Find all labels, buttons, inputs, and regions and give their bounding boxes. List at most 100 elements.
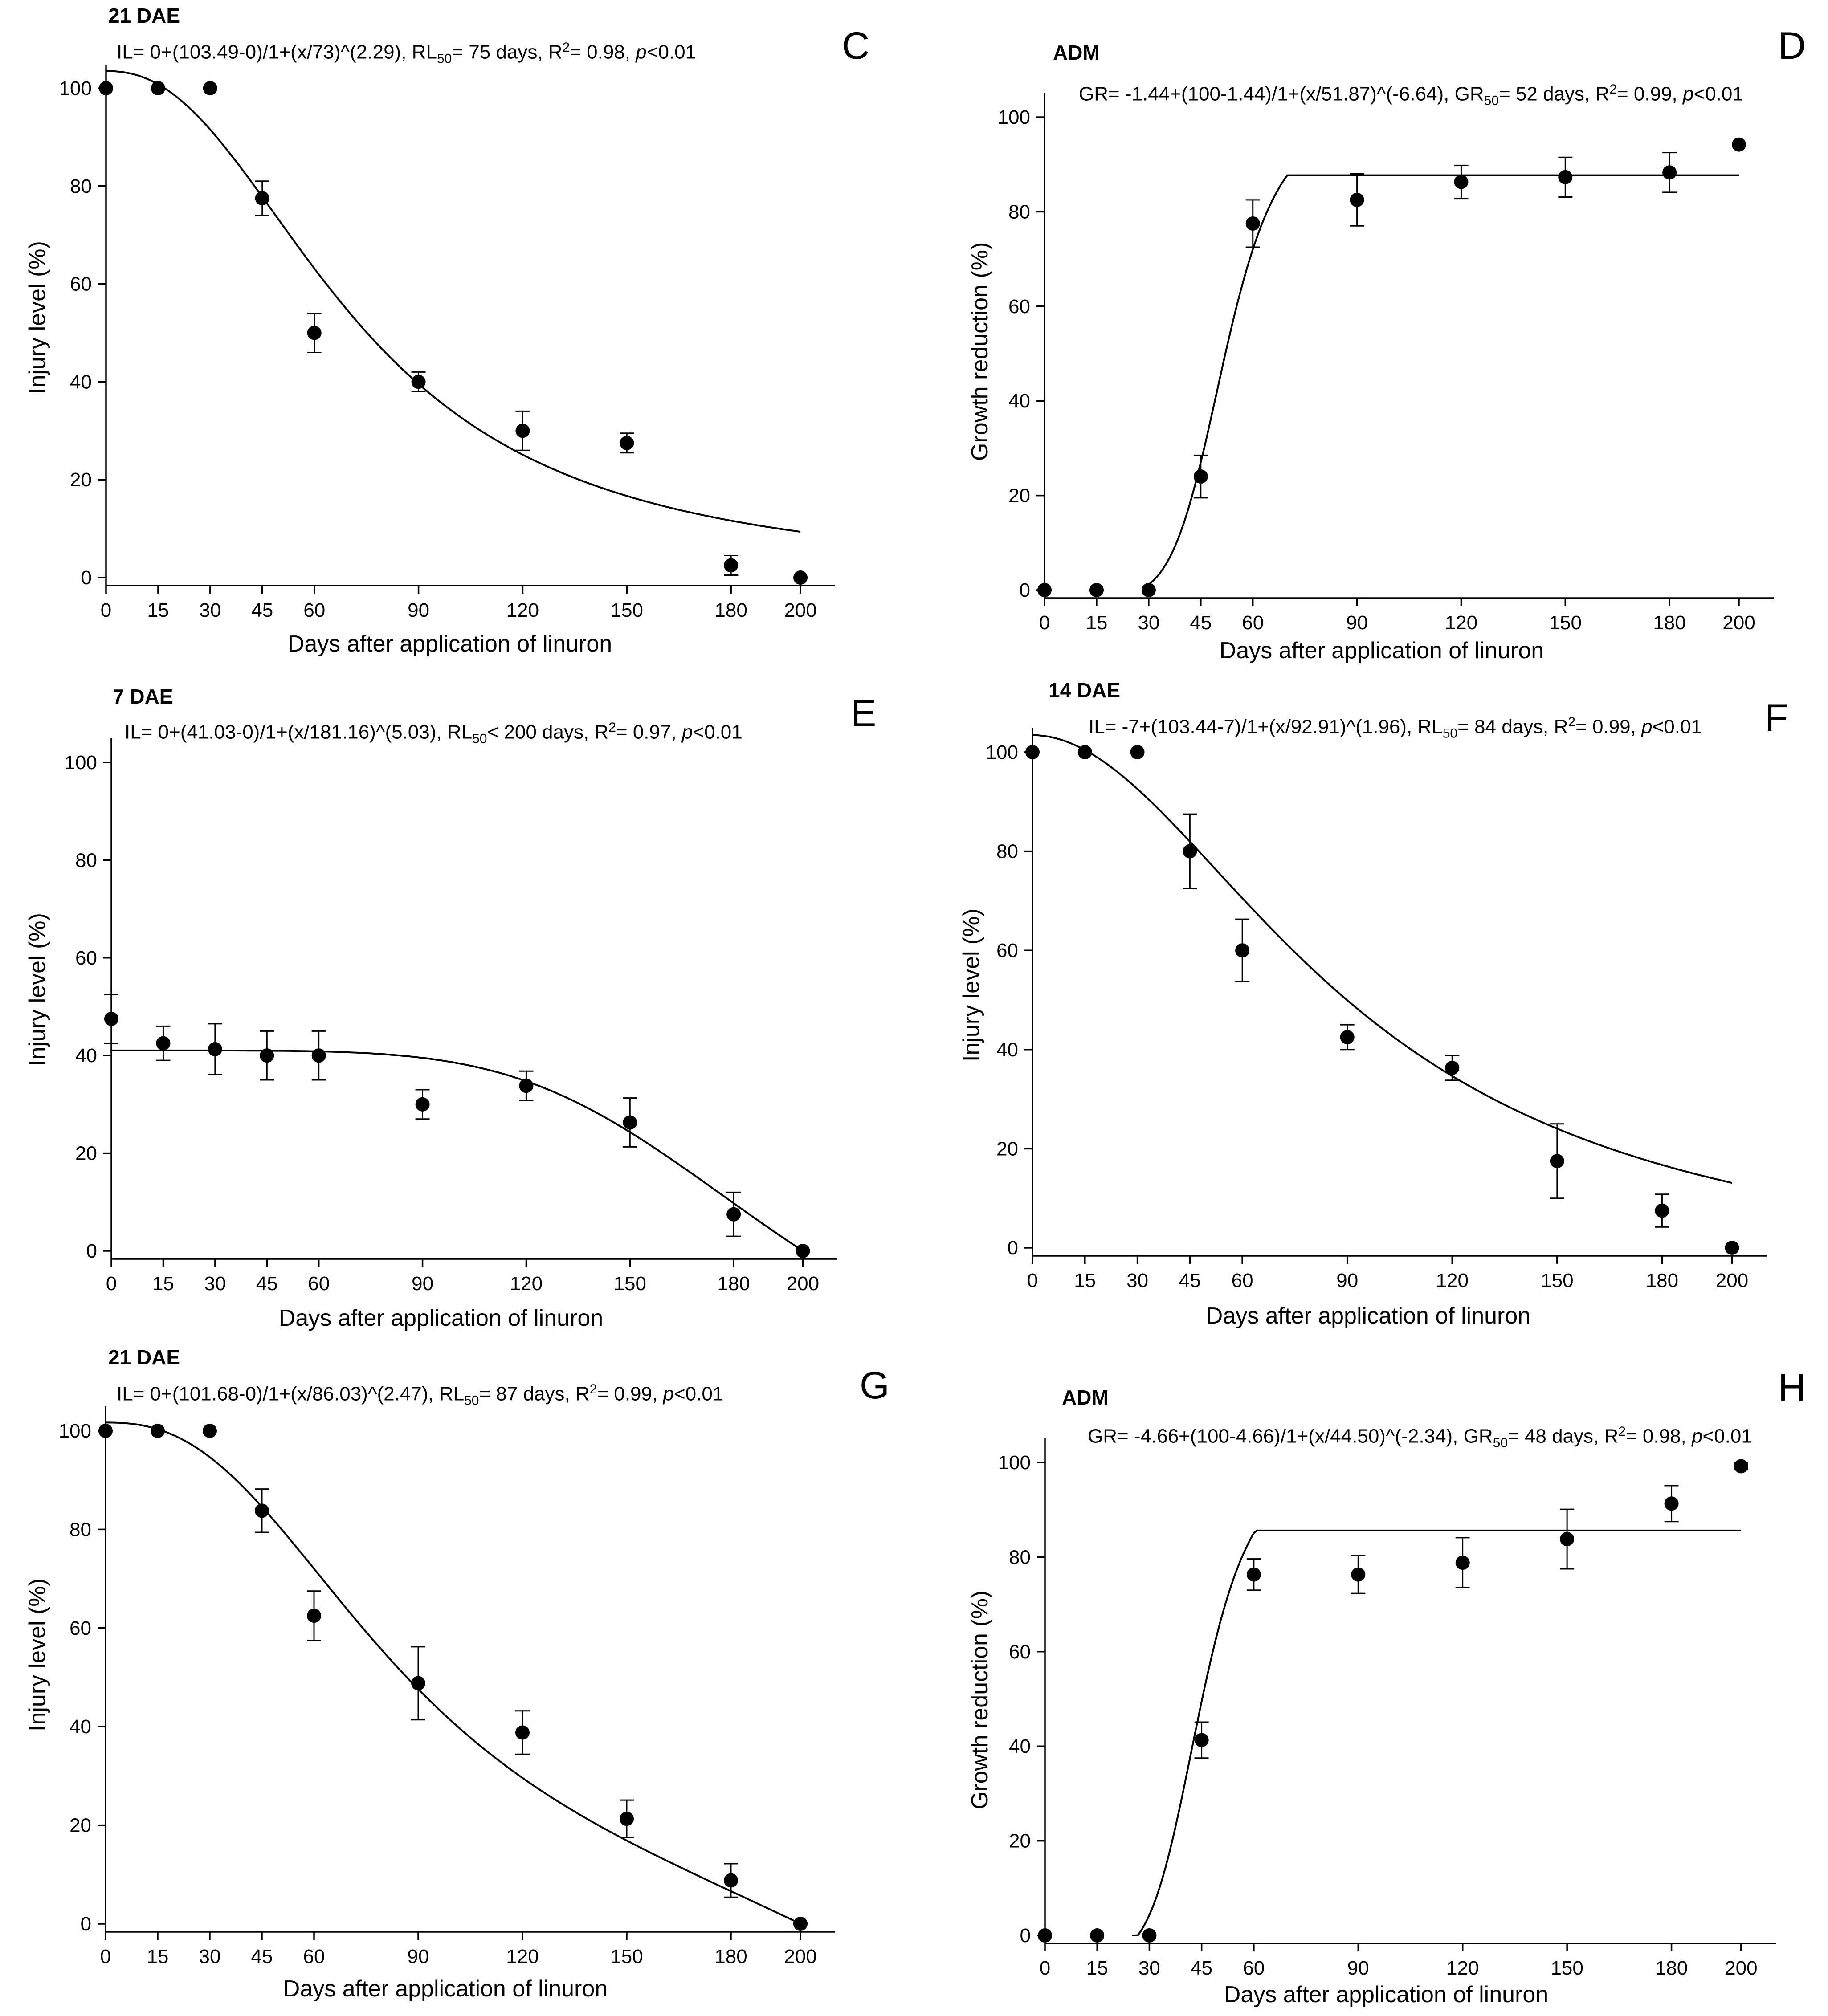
data-point: [796, 1244, 810, 1258]
x-tick-label: 15: [147, 599, 169, 621]
data-point: [307, 326, 322, 340]
panel-letter: E: [851, 692, 877, 735]
data-point: [620, 436, 634, 450]
x-axis-label: Days after application of linuron: [1206, 1303, 1531, 1329]
y-tick-label: 100: [59, 77, 92, 99]
x-tick-label: 15: [1085, 612, 1107, 634]
x-tick-label: 120: [1436, 1270, 1469, 1291]
x-tick-label: 15: [1086, 1957, 1108, 1979]
data-point: [151, 1424, 165, 1438]
panel-c: 0 15 30 45 60 90 120 150 180 200 0 20 40 60 80 100 21 D…: [0, 0, 914, 672]
data-point: [726, 1207, 741, 1222]
equation: IL= -7+(103.44-7)/1+(x/92.91)^(1.96), RL…: [1089, 715, 1702, 741]
x-tick-label: 120: [1446, 1957, 1479, 1979]
x-axis-label: Days after application of linuron: [287, 631, 612, 657]
panel-letter: G: [860, 1364, 890, 1407]
x-tick-label: 200: [1716, 1270, 1748, 1291]
panel-h: 0 15 30 45 60 90 120 150 180 200 0 20 40 60 80 100 ADM …: [914, 1344, 1828, 2016]
data-point: [1245, 216, 1260, 231]
fit-curve: [1032, 734, 1732, 1184]
y-tick-label: 60: [1009, 1641, 1031, 1663]
x-axis-label: Days after application of linuron: [1219, 638, 1544, 664]
data-point: [98, 1424, 113, 1438]
data-point: [1550, 1154, 1564, 1169]
x-tick-label: 120: [510, 1273, 543, 1295]
x-tick-label: 30: [1138, 1957, 1160, 1979]
y-axis-label: Injury level (%): [24, 1578, 50, 1731]
data-point: [1193, 469, 1208, 484]
x-tick-label: 90: [408, 1946, 429, 1967]
panel-letter: F: [1765, 696, 1788, 739]
x-tick-label: 30: [204, 1273, 226, 1295]
data-point: [203, 81, 217, 95]
x-tick-label: 0: [1040, 1957, 1050, 1979]
data-point: [415, 1097, 430, 1112]
plot-h: 0 15 30 45 60 90 120 150 180 200 0 20 40 60 80 100: [998, 1438, 1776, 1979]
y-tick-label: 20: [1008, 485, 1030, 507]
data-point: [307, 1609, 321, 1623]
y-tick-label: 0: [81, 567, 92, 589]
data-point: [255, 1503, 269, 1518]
panel-title: ADM: [1053, 41, 1100, 64]
x-tick-label: 60: [1243, 1957, 1265, 1979]
x-tick-label: 45: [251, 1946, 273, 1967]
plot-c: 0 15 30 45 60 90 120 150 180 200 0 20 40 60 80 100: [59, 65, 835, 621]
data-point: [1130, 745, 1145, 759]
x-tick-label: 150: [610, 1946, 643, 1967]
fit-curve: [106, 1421, 801, 1925]
x-tick-label: 90: [408, 599, 429, 621]
data-point: [793, 1917, 808, 1931]
data-point: [1246, 1567, 1261, 1582]
fit-curve: [1148, 174, 1739, 586]
panel-e: 0 15 30 45 60 90 120 150 180 200 0 20 40 60 80 100 7 DA…: [0, 672, 914, 1344]
x-tick-label: 0: [100, 1946, 111, 1967]
data-point: [1235, 943, 1250, 958]
plot-d: 0 15 30 45 60 90 120 150 180 200 0 20 40 60 80 100: [998, 93, 1774, 634]
equation: GR= -4.66+(100-4.66)/1+(x/44.50)^(-2.34)…: [1088, 1424, 1752, 1450]
data-point: [1038, 1928, 1052, 1943]
y-axis-label: Growth reduction (%): [967, 242, 993, 461]
x-tick-label: 180: [1646, 1270, 1678, 1291]
data-point: [1655, 1203, 1669, 1218]
y-tick-label: 20: [1009, 1830, 1031, 1852]
y-tick-label: 40: [1008, 390, 1030, 412]
y-axis-label: Injury level (%): [24, 913, 50, 1066]
data-point: [1662, 165, 1677, 180]
data-point: [411, 375, 426, 389]
data-point: [1194, 1733, 1209, 1747]
data-point: [515, 1725, 530, 1740]
y-tick-label: 80: [70, 175, 92, 197]
x-tick-label: 90: [412, 1273, 433, 1295]
y-tick-label: 40: [996, 1039, 1018, 1061]
data-point: [623, 1115, 637, 1130]
x-tick-label: 15: [147, 1946, 169, 1967]
fit-curve: [106, 70, 801, 533]
x-tick-label: 15: [152, 1273, 174, 1295]
data-point: [255, 191, 269, 206]
data-point: [1340, 1030, 1355, 1044]
data-point: [1455, 1556, 1470, 1570]
equation: IL= 0+(103.49-0)/1+(x/73)^(2.29), RL50= …: [117, 40, 697, 66]
y-tick-label: 60: [996, 940, 1018, 961]
y-tick-label: 80: [75, 849, 97, 871]
y-axis-label: Injury level (%): [24, 241, 50, 394]
data-point: [1350, 192, 1364, 207]
x-tick-label: 120: [1445, 612, 1477, 634]
panel-title: ADM: [1062, 1386, 1109, 1409]
data-point: [99, 81, 113, 95]
y-tick-label: 20: [75, 1143, 97, 1165]
panel-letter: C: [842, 24, 870, 67]
data-point: [1025, 745, 1040, 759]
data-point: [519, 1079, 534, 1093]
x-tick-label: 45: [256, 1273, 278, 1295]
y-tick-label: 100: [59, 1420, 91, 1442]
y-tick-label: 40: [1009, 1735, 1031, 1757]
y-tick-label: 80: [996, 841, 1018, 863]
x-tick-label: 15: [1074, 1270, 1096, 1291]
x-tick-label: 180: [714, 599, 747, 621]
data-point: [1732, 137, 1746, 152]
data-point: [1734, 1459, 1748, 1474]
x-tick-label: 30: [1138, 612, 1159, 634]
panel-title: 21 DAE: [108, 1346, 180, 1369]
x-tick-label: 200: [1725, 1957, 1757, 1979]
